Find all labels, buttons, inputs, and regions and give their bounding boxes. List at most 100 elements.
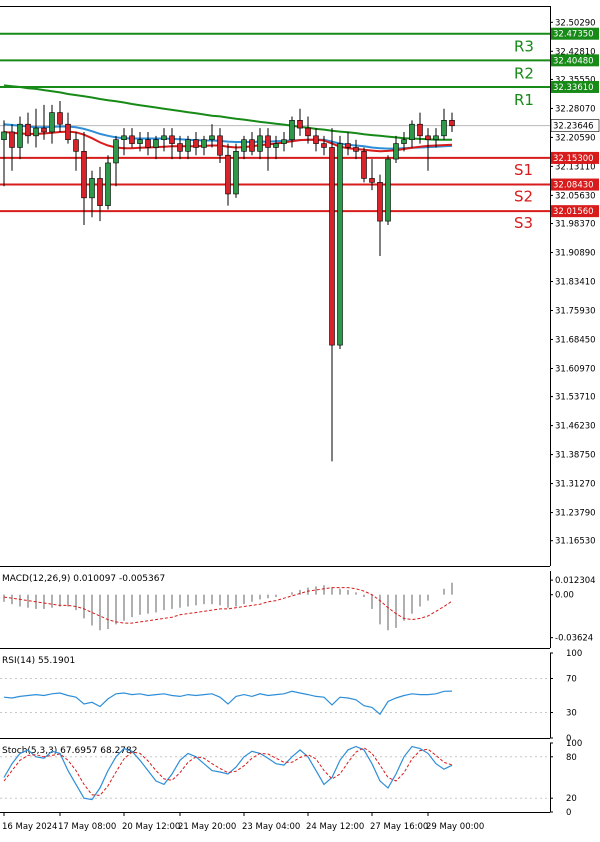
rsi-tick-label: 0 <box>566 734 571 744</box>
price-tick-label: 31.60970 <box>555 364 596 374</box>
time-tick-label: 24 May 12:00 <box>306 822 364 832</box>
candle-body <box>105 162 111 206</box>
price-tick-label: 31.90890 <box>555 249 596 259</box>
candle-body <box>337 143 343 346</box>
candle-body <box>449 120 455 127</box>
candle-body <box>49 112 55 133</box>
candle-body <box>385 158 391 222</box>
candle-body <box>9 131 15 148</box>
time-tick-label: 27 May 16:00 <box>370 822 428 832</box>
candle-body <box>113 139 119 164</box>
stoch-signal-line <box>3 747 453 796</box>
ma-mid-line <box>3 123 453 150</box>
level-price-label: 32.33610 <box>553 83 594 93</box>
price-tick-label: 32.35550 <box>555 75 596 85</box>
candle-body <box>249 139 255 152</box>
candle-body <box>393 143 399 160</box>
candle-body <box>345 143 351 148</box>
rsi-tick-label: 30 <box>566 709 577 719</box>
level-price-box-r1 <box>551 80 599 93</box>
candle-body <box>361 151 367 179</box>
candle-body <box>217 135 223 156</box>
candle-body <box>65 123 71 141</box>
candle-body <box>177 143 183 152</box>
candle-body <box>25 123 31 137</box>
candle-body <box>329 147 335 346</box>
candle-body <box>153 139 159 148</box>
level-price-label: 32.40480 <box>553 56 594 66</box>
candle-body <box>73 139 79 152</box>
stoch-label: Stoch(5,3,3) 67.6957 68.2782 <box>2 746 137 756</box>
level-name-r3: R3 <box>514 38 534 56</box>
price-tick-label: 31.16530 <box>555 537 596 547</box>
time-tick-label: 17 May 08:00 <box>58 822 116 832</box>
macd-pane: MACD(12,26,9) 0.010097 -0.005367 0.012304… <box>0 571 596 649</box>
macd-tick-label: 0.00 <box>555 591 574 601</box>
level-price-label: 32.15300 <box>553 154 594 164</box>
level-name-r2: R2 <box>514 64 534 82</box>
candle-body <box>305 127 311 137</box>
price-tick-label: 32.20590 <box>555 133 596 143</box>
current-price-box <box>550 119 600 132</box>
stoch-tick-label: 80 <box>566 753 577 763</box>
candle-body <box>369 178 375 183</box>
price-tick-label: 32.50290 <box>555 18 596 28</box>
rsi-line <box>3 690 453 716</box>
candle-body <box>17 123 23 148</box>
candle-body <box>417 123 423 137</box>
main-price-pane: 32.50290 32.42810 32.35550 32.28070 32.20590… <box>0 6 600 567</box>
price-tick-label: 32.05630 <box>555 191 596 201</box>
price-tick-label: 31.23790 <box>555 509 596 519</box>
stoch-tick-label: 20 <box>566 794 577 804</box>
price-tick-label: 31.68450 <box>555 335 596 345</box>
candle-body <box>241 139 247 152</box>
candle-body <box>297 120 303 129</box>
candle-body <box>161 135 167 141</box>
level-name-s3: S3 <box>514 214 533 232</box>
level-price-label: 32.47350 <box>553 30 594 40</box>
rsi-pane: RSI(14) 55.1901 100 70 30 0 <box>0 649 582 744</box>
candle-body <box>33 127 39 137</box>
macd-tick-label: 0.012304 <box>555 576 596 586</box>
candle-body <box>433 135 439 141</box>
level-price-box-r3 <box>551 27 599 40</box>
candle-body <box>145 139 151 148</box>
price-tick-label: 32.13110 <box>555 162 596 172</box>
macd-tick-label: -0.03624 <box>555 634 593 644</box>
candle-body <box>89 178 95 199</box>
candle-body <box>401 139 407 144</box>
candle-body <box>409 123 415 141</box>
rsi-tick-label: 100 <box>566 649 582 659</box>
candle-body <box>289 120 295 141</box>
candle-body <box>257 135 263 152</box>
level-price-box-s2 <box>551 178 599 191</box>
macd-signal-line <box>3 587 453 624</box>
candle-body <box>377 182 383 222</box>
price-tick-label: 31.53710 <box>555 393 596 403</box>
candle-body <box>321 143 327 148</box>
price-tick-label: 32.28070 <box>555 104 596 114</box>
level-price-label: 32.08430 <box>553 181 594 191</box>
candle-body <box>41 127 47 133</box>
candle-body <box>265 135 271 148</box>
stoch-tick-label: 0 <box>566 808 571 818</box>
stoch-main-line <box>3 745 453 801</box>
level-name-s2: S2 <box>514 188 533 206</box>
time-tick-label: 21 May 20:00 <box>178 822 236 832</box>
candle-body <box>97 178 103 206</box>
stochastic-pane: Stoch(5,3,3) 67.6957 68.2782 100 80 20 0 <box>0 739 582 818</box>
rsi-tick-label: 70 <box>566 675 577 685</box>
candle-body <box>193 139 199 148</box>
time-tick-label: 20 May 12:00 <box>122 822 180 832</box>
price-tick-label: 31.75930 <box>555 306 596 316</box>
candle-body <box>441 120 447 137</box>
candle-body <box>209 135 215 141</box>
time-tick-label: 29 May 00:00 <box>426 822 484 832</box>
level-price-box-s3 <box>551 205 599 218</box>
candle-body <box>121 135 127 141</box>
level-price-label: 32.01560 <box>553 207 594 217</box>
candle-body <box>81 151 87 199</box>
price-tick-label: 31.98370 <box>555 220 596 230</box>
